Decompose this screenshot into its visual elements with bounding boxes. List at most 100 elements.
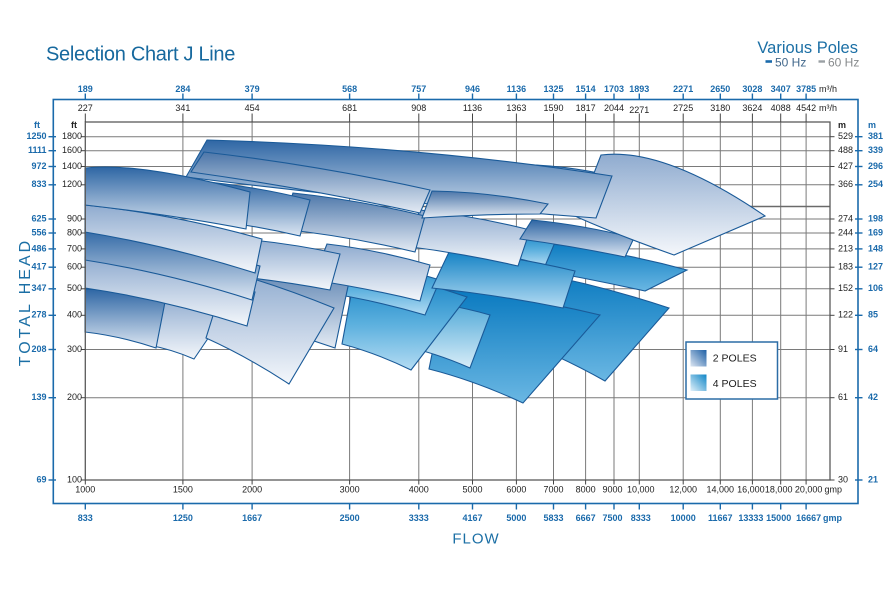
svg-text:18,000: 18,000: [765, 485, 793, 495]
svg-text:7500: 7500: [602, 513, 622, 523]
svg-text:189: 189: [78, 84, 93, 94]
svg-text:908: 908: [411, 103, 426, 113]
svg-text:6667: 6667: [576, 513, 596, 523]
svg-text:3785: 3785: [796, 84, 816, 94]
svg-text:278: 278: [31, 310, 46, 320]
svg-text:400: 400: [67, 310, 82, 320]
svg-text:417: 417: [31, 262, 46, 272]
svg-text:2271: 2271: [673, 84, 693, 94]
svg-text:1136: 1136: [463, 103, 482, 113]
svg-text:m: m: [838, 120, 846, 130]
svg-text:1136: 1136: [507, 84, 527, 94]
svg-text:3333: 3333: [409, 513, 429, 523]
svg-text:227: 227: [78, 103, 93, 113]
svg-text:1400: 1400: [62, 161, 82, 171]
svg-text:139: 139: [31, 392, 46, 402]
svg-text:85: 85: [868, 310, 878, 320]
svg-text:244: 244: [838, 227, 853, 237]
svg-text:9000: 9000: [602, 485, 622, 495]
svg-text:14,000: 14,000: [707, 485, 735, 495]
svg-text:60 Hz: 60 Hz: [828, 56, 859, 70]
svg-text:556: 556: [31, 227, 46, 237]
svg-text:381: 381: [868, 131, 883, 141]
svg-text:106: 106: [868, 283, 883, 293]
svg-text:757: 757: [411, 84, 426, 94]
svg-text:700: 700: [67, 243, 82, 253]
svg-text:1514: 1514: [576, 84, 596, 94]
svg-text:2650: 2650: [710, 84, 730, 94]
svg-text:Selection Chart J Line: Selection Chart J Line: [46, 44, 235, 66]
svg-text:2500: 2500: [340, 513, 360, 523]
svg-text:1893: 1893: [629, 84, 649, 94]
svg-text:800: 800: [67, 227, 82, 237]
svg-text:1800: 1800: [62, 131, 82, 141]
svg-text:529: 529: [838, 131, 853, 141]
svg-text:254: 254: [868, 179, 883, 189]
svg-text:169: 169: [868, 227, 883, 237]
svg-text:21: 21: [868, 474, 878, 484]
svg-text:122: 122: [838, 310, 853, 320]
svg-text:16,000: 16,000: [737, 485, 765, 495]
svg-text:30: 30: [838, 474, 848, 484]
svg-text:900: 900: [67, 213, 82, 223]
svg-text:284: 284: [175, 84, 190, 94]
svg-text:208: 208: [31, 344, 46, 354]
svg-text:4542: 4542: [796, 103, 816, 113]
svg-text:1250: 1250: [173, 513, 193, 523]
svg-text:152: 152: [838, 283, 853, 293]
svg-text:2725: 2725: [673, 103, 693, 113]
svg-text:8000: 8000: [576, 485, 596, 495]
svg-text:64: 64: [868, 344, 878, 354]
svg-text:1667: 1667: [242, 513, 262, 523]
svg-text:341: 341: [175, 103, 190, 113]
svg-text:427: 427: [838, 161, 853, 171]
svg-text:366: 366: [838, 179, 853, 189]
svg-text:16667: 16667: [796, 513, 821, 523]
svg-text:10,000: 10,000: [627, 485, 655, 495]
svg-text:ft: ft: [71, 120, 77, 130]
svg-text:972: 972: [31, 161, 46, 171]
svg-text:100: 100: [67, 474, 82, 484]
svg-text:13333: 13333: [738, 513, 763, 523]
svg-text:568: 568: [342, 84, 357, 94]
svg-text:127: 127: [868, 262, 883, 272]
svg-text:339: 339: [868, 145, 883, 155]
svg-text:FLOW: FLOW: [452, 531, 499, 548]
svg-text:486: 486: [31, 243, 46, 253]
svg-text:347: 347: [31, 283, 46, 293]
svg-text:10000: 10000: [671, 513, 696, 523]
svg-text:1200: 1200: [62, 179, 82, 189]
svg-text:1500: 1500: [173, 485, 193, 495]
svg-text:300: 300: [67, 344, 82, 354]
svg-text:2 POLES: 2 POLES: [713, 353, 757, 365]
svg-text:50 Hz: 50 Hz: [775, 56, 806, 70]
svg-text:ft: ft: [34, 120, 40, 130]
svg-text:gmp: gmp: [825, 485, 843, 495]
svg-text:183: 183: [838, 262, 853, 272]
svg-text:6000: 6000: [506, 485, 526, 495]
svg-text:69: 69: [36, 474, 46, 484]
svg-text:2271: 2271: [629, 105, 649, 115]
svg-text:m: m: [868, 120, 876, 130]
svg-text:7000: 7000: [543, 485, 563, 495]
svg-text:2000: 2000: [242, 485, 262, 495]
svg-text:gmp: gmp: [823, 513, 843, 523]
svg-text:4088: 4088: [771, 103, 791, 113]
svg-text:20,000: 20,000: [795, 485, 823, 495]
svg-text:TOTAL HEAD: TOTAL HEAD: [17, 238, 34, 366]
svg-text:5000: 5000: [462, 485, 482, 495]
svg-text:946: 946: [465, 84, 480, 94]
svg-text:1590: 1590: [543, 103, 563, 113]
svg-text:4 POLES: 4 POLES: [713, 378, 757, 390]
svg-text:11667: 11667: [708, 513, 733, 523]
svg-text:1600: 1600: [62, 145, 82, 155]
svg-text:5000: 5000: [506, 513, 526, 523]
svg-text:m³/h: m³/h: [819, 84, 837, 94]
svg-text:213: 213: [838, 243, 853, 253]
svg-text:379: 379: [245, 84, 260, 94]
svg-text:8333: 8333: [631, 513, 651, 523]
svg-text:274: 274: [838, 213, 853, 223]
svg-text:12,000: 12,000: [669, 485, 697, 495]
svg-text:3028: 3028: [742, 84, 762, 94]
svg-text:1111: 1111: [28, 145, 47, 155]
